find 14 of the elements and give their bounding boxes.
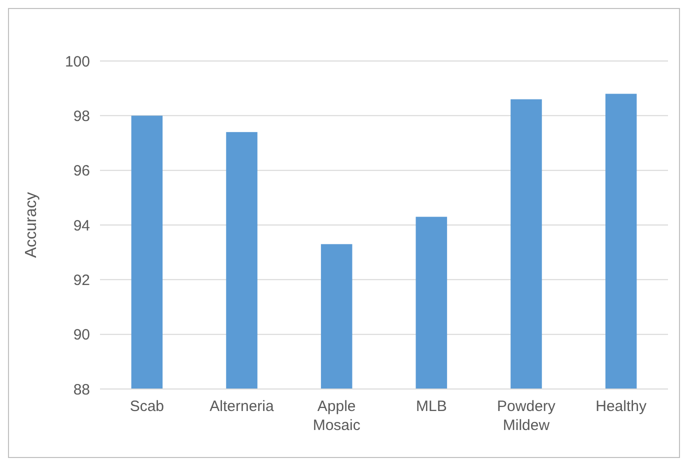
y-tick-label: 92 (73, 272, 90, 289)
x-tick-label: Apple Mosaic (312, 398, 361, 434)
x-tick-label: MLB (416, 398, 447, 415)
x-tick-label: Healthy (596, 398, 647, 415)
y-tick-label: 94 (73, 217, 90, 234)
y-tick-label: 100 (64, 53, 90, 70)
x-tick-label: Alterneria (210, 398, 275, 415)
y-tick-label: 98 (73, 108, 90, 125)
y-axis-title: Accuracy (23, 192, 40, 258)
y-tick-label: 90 (73, 326, 90, 344)
y-tick-label: 88 (73, 381, 90, 398)
x-tick-label: Powdery Mildew (497, 398, 556, 434)
x-tick-label: Scab (130, 398, 164, 415)
y-tick-label: 96 (73, 162, 90, 180)
